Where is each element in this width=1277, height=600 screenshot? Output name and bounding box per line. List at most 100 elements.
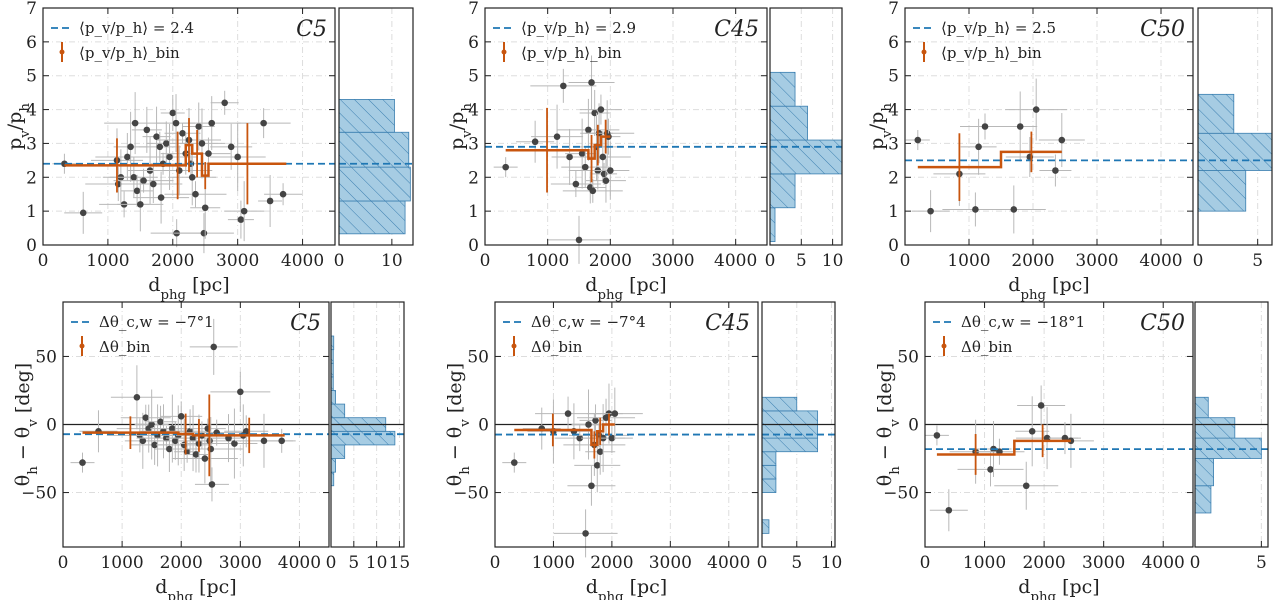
x-tick-label: 4000 bbox=[1139, 251, 1182, 271]
x-tick-label: 4000 bbox=[714, 251, 757, 271]
hist-x-tick-label: 0 bbox=[1193, 251, 1204, 271]
x-tick-label: 2000 bbox=[590, 553, 633, 573]
data-point bbox=[148, 421, 155, 428]
data-point bbox=[137, 201, 144, 208]
hist-bar bbox=[330, 430, 396, 446]
x-tick-label: 1000 bbox=[947, 251, 990, 271]
legend-bin-marker bbox=[501, 49, 507, 55]
data-point bbox=[914, 136, 922, 144]
x-axis-label-part: d bbox=[1018, 576, 1030, 598]
y-tick-label: 5 bbox=[888, 67, 899, 87]
data-point bbox=[945, 506, 953, 514]
y-tick-label: 5 bbox=[26, 67, 37, 87]
hist-bar bbox=[769, 105, 808, 141]
hist-x-tick-label: 10 bbox=[821, 553, 843, 573]
y-axis-label: pv/ph bbox=[446, 103, 475, 150]
hist-x-tick-label: 10 bbox=[366, 553, 388, 573]
hist-frame bbox=[769, 7, 843, 246]
y-tick-label: 6 bbox=[468, 33, 479, 53]
x-axis-label: dphg [pc] bbox=[585, 274, 666, 303]
data-point bbox=[593, 462, 601, 469]
hist-bar bbox=[761, 519, 770, 534]
y-axis-label-part: θ bbox=[444, 475, 466, 486]
data-point bbox=[585, 126, 592, 134]
data-point bbox=[927, 207, 934, 215]
hist-bar bbox=[338, 166, 411, 202]
legend-bin-label: ⟨p_v/p_h⟩_bin bbox=[521, 44, 622, 62]
x-axis-label-part: [pc] bbox=[1046, 274, 1090, 296]
x-tick-label: 3000 bbox=[216, 251, 259, 271]
hist-frame bbox=[1197, 7, 1273, 246]
legend-mean-label: ⟨p_v/p_h⟩ = 2.4 bbox=[79, 19, 194, 37]
hist-bar bbox=[1197, 170, 1247, 212]
hist-bar bbox=[1194, 485, 1212, 514]
y-axis-label-part: θ bbox=[12, 475, 34, 486]
data-point bbox=[278, 437, 286, 445]
x-tick-label: 4000 bbox=[707, 553, 750, 573]
bin-step-line bbox=[514, 423, 615, 447]
x-axis-label-part: d bbox=[1008, 274, 1020, 296]
y-axis-label-part: /p bbox=[446, 112, 468, 131]
y-axis-label-subscript: v bbox=[888, 419, 903, 428]
data-point bbox=[231, 440, 238, 447]
data-point bbox=[611, 410, 619, 417]
data-point bbox=[169, 425, 176, 432]
y-axis-label-subscript: v bbox=[18, 130, 33, 139]
y-axis-label-part: [deg] bbox=[444, 363, 466, 419]
data-point bbox=[560, 82, 567, 90]
x-tick-label: 4000 bbox=[281, 251, 324, 271]
y-axis-label-subscript: v bbox=[460, 130, 475, 139]
data-point bbox=[142, 414, 150, 421]
y-axis-label-part: p bbox=[4, 138, 26, 150]
data-point bbox=[266, 197, 274, 205]
data-point bbox=[510, 459, 518, 466]
hist-bar bbox=[761, 478, 777, 493]
x-axis-label-part: [pc] bbox=[186, 274, 230, 296]
data-point bbox=[195, 123, 203, 130]
data-point bbox=[553, 133, 561, 140]
legend-bin-marker bbox=[941, 343, 947, 349]
y-tick-label: 0 bbox=[46, 416, 57, 436]
y-tick-label: 0 bbox=[888, 236, 899, 256]
legend-bin-label: Δθ_bin bbox=[531, 338, 583, 356]
panel-top-right: 0 1000 2000 3000 4000 0 1 2 3 4 5 6 7 dphg [pc] pv/ph C… bbox=[866, 0, 1273, 303]
data-point bbox=[1032, 106, 1040, 113]
hist-bar bbox=[1194, 458, 1214, 487]
data-point bbox=[133, 187, 141, 195]
hist-x-tick-label: 0 bbox=[765, 251, 776, 271]
hist-bar bbox=[769, 71, 796, 107]
hist-x-tick-label: 10 bbox=[381, 251, 403, 271]
x-axis-label-subscript: phg bbox=[597, 288, 623, 303]
hist-x-tick-label: 5 bbox=[791, 553, 802, 573]
data-point bbox=[192, 451, 200, 458]
y-tick-label: 50 bbox=[35, 347, 57, 367]
x-tick-label: 1000 bbox=[100, 553, 143, 573]
y-axis-label: pv/ph bbox=[866, 103, 895, 150]
data-point bbox=[166, 153, 173, 161]
data-point bbox=[1022, 482, 1030, 490]
x-axis-label-part: d bbox=[155, 576, 167, 598]
data-point bbox=[572, 180, 580, 188]
hist-bar bbox=[330, 444, 346, 459]
hist-bar bbox=[761, 410, 819, 425]
data-point bbox=[221, 99, 228, 107]
panel-top-left: 0 1000 2000 3000 4000 0 1 2 3 4 5 6 7 dphg [pc] pv/ph C… bbox=[4, 0, 414, 303]
data-point bbox=[564, 410, 572, 417]
data-point bbox=[157, 194, 165, 201]
hist-bar bbox=[761, 464, 777, 480]
legend-bin-marker bbox=[79, 343, 85, 349]
data-point bbox=[575, 236, 583, 244]
data-point bbox=[585, 421, 592, 428]
legend-bin-label: Δθ_bin bbox=[99, 338, 151, 356]
hist-bar bbox=[1194, 396, 1209, 419]
x-axis-label-part: [pc] bbox=[623, 274, 667, 296]
data-point bbox=[188, 173, 196, 181]
cloud-tag: C45 bbox=[714, 17, 759, 42]
bin-step-line bbox=[64, 143, 287, 177]
y-axis-label: θh − θv [deg] bbox=[12, 363, 41, 486]
data-point bbox=[578, 150, 586, 157]
y-tick-label: 5 bbox=[468, 67, 479, 87]
data-point bbox=[157, 418, 164, 426]
bin-step-line bbox=[505, 135, 611, 160]
